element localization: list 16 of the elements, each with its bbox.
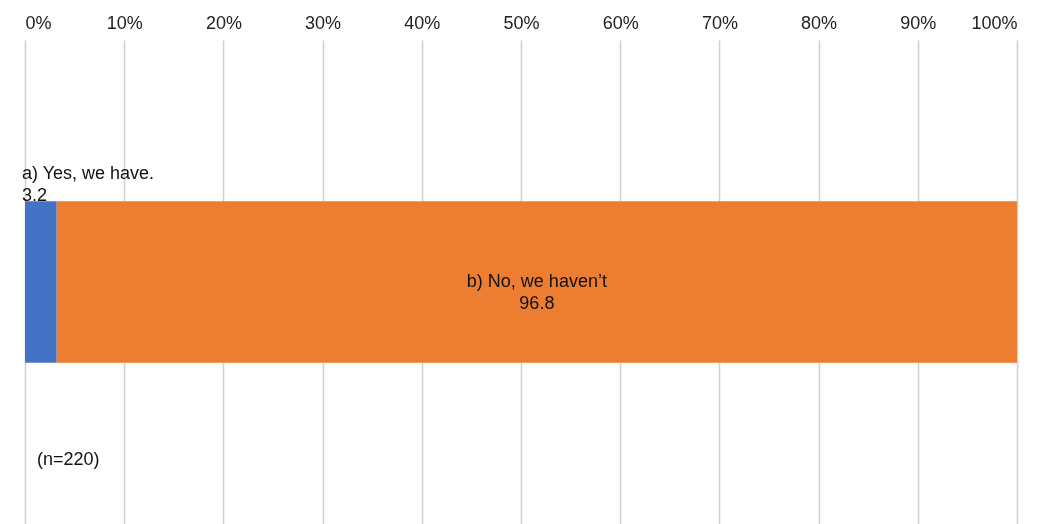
data-label: 96.8: [519, 293, 555, 313]
x-tick-label: 20%: [205, 12, 242, 33]
x-tick-label: 50%: [503, 12, 540, 33]
series-label: a) Yes, we have.: [22, 163, 155, 183]
x-tick-label: 70%: [701, 12, 738, 33]
annotation: (n=220): [37, 449, 100, 469]
x-tick-label: 30%: [305, 12, 342, 33]
series-label: b) No, we haven’t: [466, 271, 607, 291]
x-tick-label: 60%: [602, 12, 639, 33]
x-tick-label: 100%: [971, 12, 1018, 33]
x-tick-label: 90%: [900, 12, 937, 33]
x-tick-label: 10%: [106, 12, 143, 33]
data-label: 3.2: [22, 185, 48, 205]
x-tick-label: 80%: [801, 12, 838, 33]
x-tick-label: 0%: [25, 12, 52, 33]
x-tick-label: 40%: [404, 12, 441, 33]
